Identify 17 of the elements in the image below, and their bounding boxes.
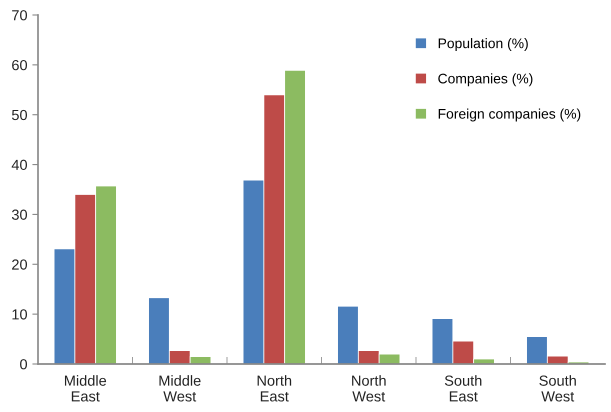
legend-label: Population (%) [438,38,528,51]
y-tick-label: 0 [20,359,28,370]
y-tick-label: 10 [12,309,28,320]
y-tick-label: 60 [12,60,28,70]
y-tick-label: 30 [12,210,28,220]
y-tick-label: 70 [12,10,28,20]
x-tick-label: Middle West [159,375,201,402]
y-tick-label: 50 [12,110,28,120]
x-tick-label: South West [539,375,576,402]
y-tick-label: 40 [12,160,28,170]
x-tick-label: North East [258,375,292,402]
x-tick-label: South East [444,375,482,402]
y-tick-label: 20 [12,259,28,270]
x-tick-label: Middle East [64,375,106,402]
legend-label: Foreign companies (%) [438,108,580,122]
x-tick-label: North West [352,375,386,402]
legend-label: Companies (%) [438,73,532,86]
